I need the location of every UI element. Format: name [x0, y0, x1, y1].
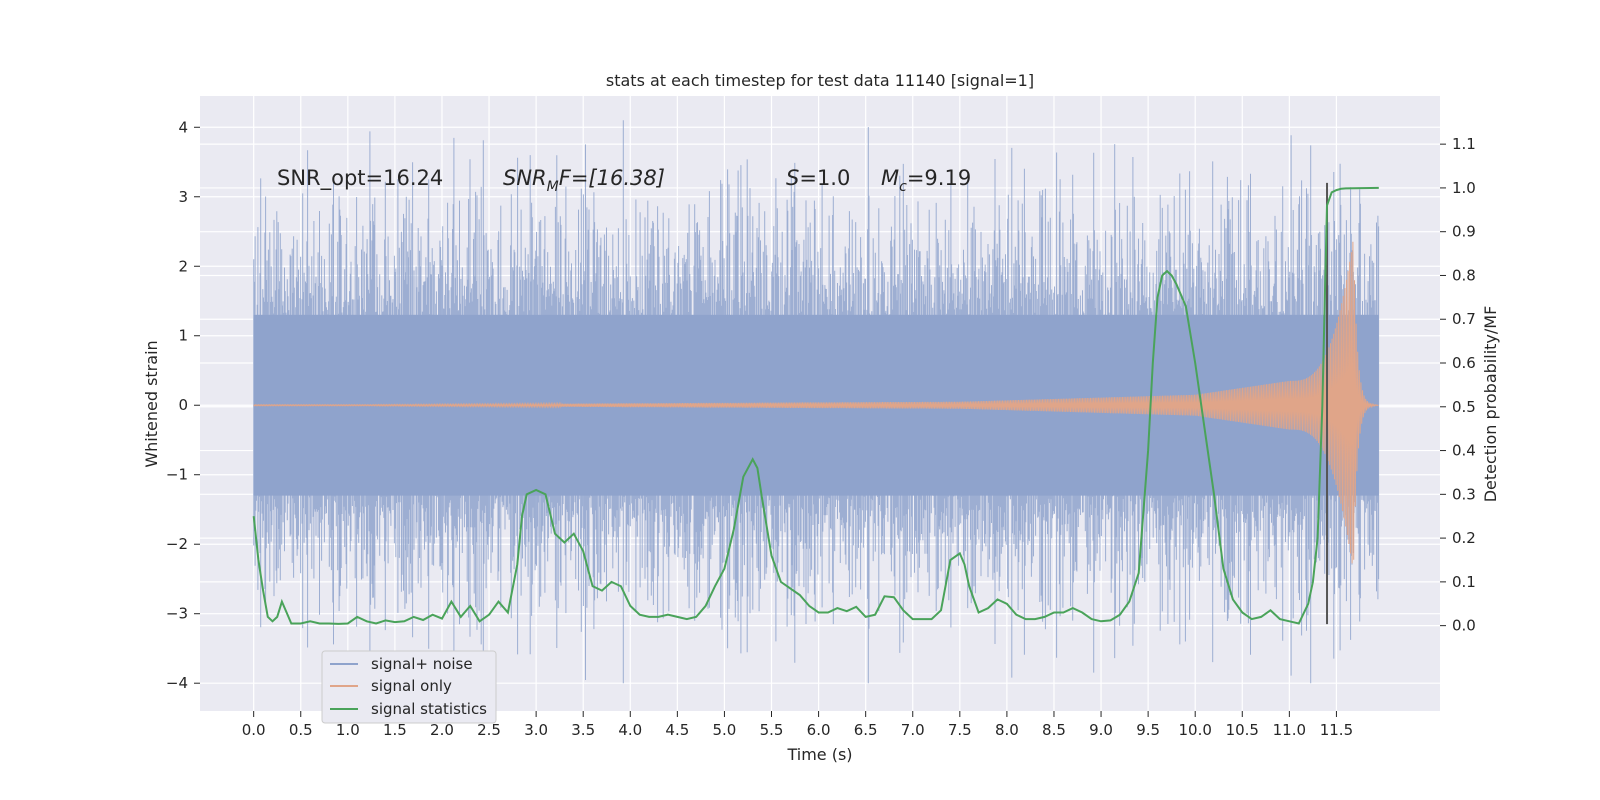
x-tick-label-19: 9.5 — [1136, 721, 1160, 739]
right-y-axis-label: Detection probability/MF — [1481, 306, 1500, 503]
annotation-mc-value: Mc=9.19 — [881, 166, 971, 195]
x-tick-label-0: 0.0 — [242, 721, 266, 739]
yr-tick-label-2: 0.2 — [1452, 529, 1476, 547]
x-tick-label-4: 2.0 — [430, 721, 454, 739]
yr-tick-label-8: 0.8 — [1452, 266, 1476, 284]
x-tick-label-2: 1.0 — [336, 721, 360, 739]
s-symbol: S — [786, 166, 799, 190]
x-tick-label-18: 9.0 — [1089, 721, 1113, 739]
annotation-s-value: S=1.0 — [786, 166, 850, 190]
snr-mf-symbol: SNR — [503, 166, 547, 190]
x-tick-label-22: 11.0 — [1273, 721, 1306, 739]
yr-tick-label-3: 0.3 — [1452, 485, 1476, 503]
x-tick-label-5: 2.5 — [477, 721, 501, 739]
yl-tick-label-7: 3 — [178, 188, 188, 206]
left-y-axis-ticks: −4 −3 −2 −1 0 1 2 3 4 — [166, 118, 200, 692]
yr-tick-label-1: 0.1 — [1452, 573, 1476, 591]
snr-mf-value: F=[16.38] — [559, 166, 665, 190]
yl-tick-label-0: −4 — [166, 674, 188, 692]
yr-tick-label-0: 0.0 — [1452, 617, 1476, 635]
s-value: =1.0 — [799, 166, 850, 190]
mc-symbol: M — [881, 166, 899, 190]
x-tick-label-12: 6.0 — [807, 721, 831, 739]
series-signal-only — [253, 241, 1379, 564]
chart-title: stats at each timestep for test data 111… — [606, 71, 1034, 90]
yl-tick-label-6: 2 — [178, 257, 188, 275]
legend-label-signal-statistics: signal statistics — [371, 700, 487, 718]
x-tick-label-23: 11.5 — [1320, 721, 1353, 739]
yl-tick-label-4: 0 — [178, 396, 188, 414]
yr-tick-label-5: 0.5 — [1452, 398, 1476, 416]
x-tick-label-21: 10.5 — [1226, 721, 1259, 739]
legend-box — [321, 650, 497, 724]
x-tick-label-7: 3.5 — [571, 721, 595, 739]
series-signal-statistics — [252, 186, 1379, 625]
x-tick-label-15: 7.5 — [948, 721, 972, 739]
snr-mf-subscript: M — [547, 179, 559, 195]
x-tick-label-3: 1.5 — [383, 721, 407, 739]
yr-tick-label-7: 0.7 — [1452, 310, 1476, 328]
yr-tick-label-9: 0.9 — [1452, 223, 1476, 241]
yl-tick-label-3: −1 — [166, 466, 188, 484]
right-y-axis-ticks: 0.0 0.1 0.2 0.3 0.4 0.5 0.6 0.7 0.8 0.9 1.0 1.1 — [1440, 135, 1476, 635]
mc-value: =9.19 — [907, 166, 971, 190]
x-tick-label-20: 10.0 — [1178, 721, 1211, 739]
legend-label-signal-only: signal only — [371, 677, 452, 695]
left-y-axis-label: Whitened strain — [142, 340, 161, 467]
mc-subscript: c — [899, 179, 907, 195]
yl-tick-label-5: 1 — [178, 327, 188, 345]
legend-label-signal-plus-noise: signal+ noise — [371, 655, 473, 673]
yr-tick-label-6: 0.6 — [1452, 354, 1476, 372]
annotation-snr-opt: SNR_opt=16.24 — [277, 166, 443, 191]
yr-tick-label-11: 1.1 — [1452, 135, 1476, 153]
x-tick-label-17: 8.5 — [1042, 721, 1066, 739]
yl-tick-label-8: 4 — [178, 118, 188, 136]
x-tick-label-11: 5.5 — [760, 721, 784, 739]
x-tick-label-8: 4.0 — [618, 721, 642, 739]
x-axis-label: Time (s) — [786, 745, 852, 764]
yl-tick-label-1: −3 — [166, 605, 188, 623]
yr-tick-label-4: 0.4 — [1452, 442, 1476, 460]
x-tick-label-14: 7.0 — [901, 721, 925, 739]
x-tick-label-9: 4.5 — [665, 721, 689, 739]
yr-tick-label-10: 1.0 — [1452, 179, 1476, 197]
x-axis-ticks: 0.0 0.5 1.0 1.5 2.0 2.5 3.0 3.5 4.0 4.5 5.0 5.5 6.0 6… — [242, 711, 1353, 739]
annotation-snr-mf: SNRMF=[16.38] — [503, 166, 665, 195]
yl-tick-label-2: −2 — [166, 535, 188, 553]
legend: signal+ noise signal only signal statist… — [321, 650, 497, 724]
x-tick-label-1: 0.5 — [289, 721, 313, 739]
x-tick-label-13: 6.5 — [854, 721, 878, 739]
x-tick-label-6: 3.0 — [524, 721, 548, 739]
x-tick-label-16: 8.0 — [995, 721, 1019, 739]
x-tick-label-10: 5.0 — [713, 721, 737, 739]
